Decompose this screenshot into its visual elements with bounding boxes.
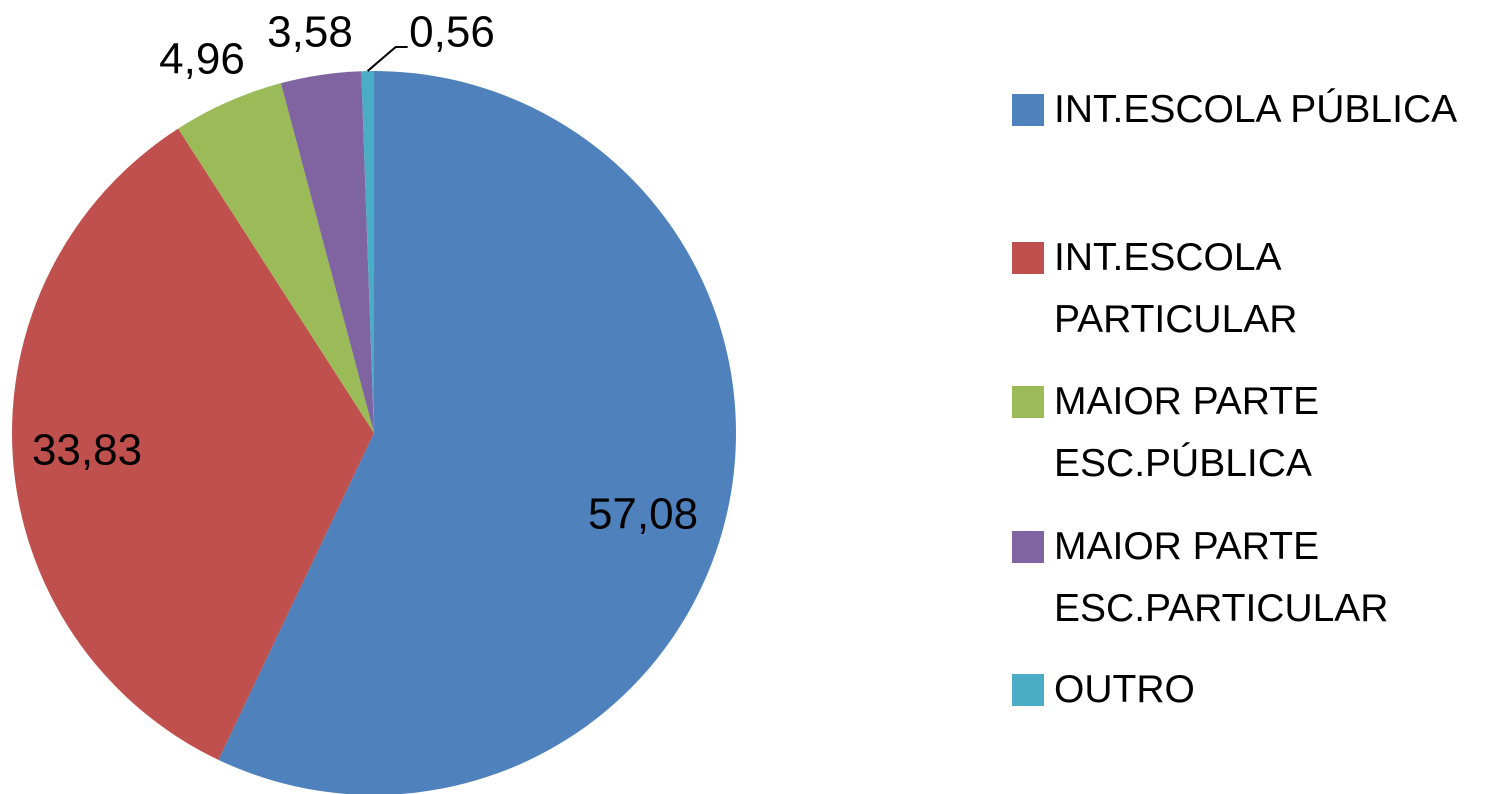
legend-swatch (1012, 94, 1044, 126)
legend-label: MAIOR PARTE ESC.PARTICULAR (1054, 525, 1389, 630)
data-label: 3,58 (267, 8, 353, 57)
data-label: 0,56 (409, 8, 495, 57)
legend-swatch (1012, 674, 1044, 706)
legend-label: INT.ESCOLA PÚBLICA (1054, 88, 1458, 131)
pie-slice (361, 71, 374, 433)
legend-label: OUTRO (1054, 668, 1195, 711)
legend-item: INT.ESCOLA PARTICULAR (1012, 227, 1492, 351)
data-label: 33,83 (32, 426, 142, 475)
pie-slice (12, 128, 375, 760)
leader-line (366, 46, 408, 72)
legend-item: INT.ESCOLA PÚBLICA (1012, 79, 1492, 141)
pie-area: 57,08 33,83 4,96 3,58 0,56 (12, 8, 736, 794)
pie-slice (178, 83, 374, 433)
legend-swatch (1012, 531, 1044, 563)
data-label: 4,96 (159, 35, 245, 84)
pie-slice (280, 71, 374, 434)
legend-label: INT.ESCOLA PARTICULAR (1054, 236, 1298, 341)
legend-item: MAIOR PARTE ESC.PARTICULAR (1012, 516, 1492, 640)
data-label: 57,08 (588, 490, 698, 539)
legend-swatch (1012, 242, 1044, 274)
legend-label: MAIOR PARTE ESC.PÚBLICA (1054, 380, 1320, 485)
legend-item: MAIOR PARTE ESC.PÚBLICA (1012, 371, 1492, 495)
legend-item: OUTRO (1012, 659, 1492, 721)
pie-slice (218, 71, 736, 794)
legend-swatch (1012, 386, 1044, 418)
